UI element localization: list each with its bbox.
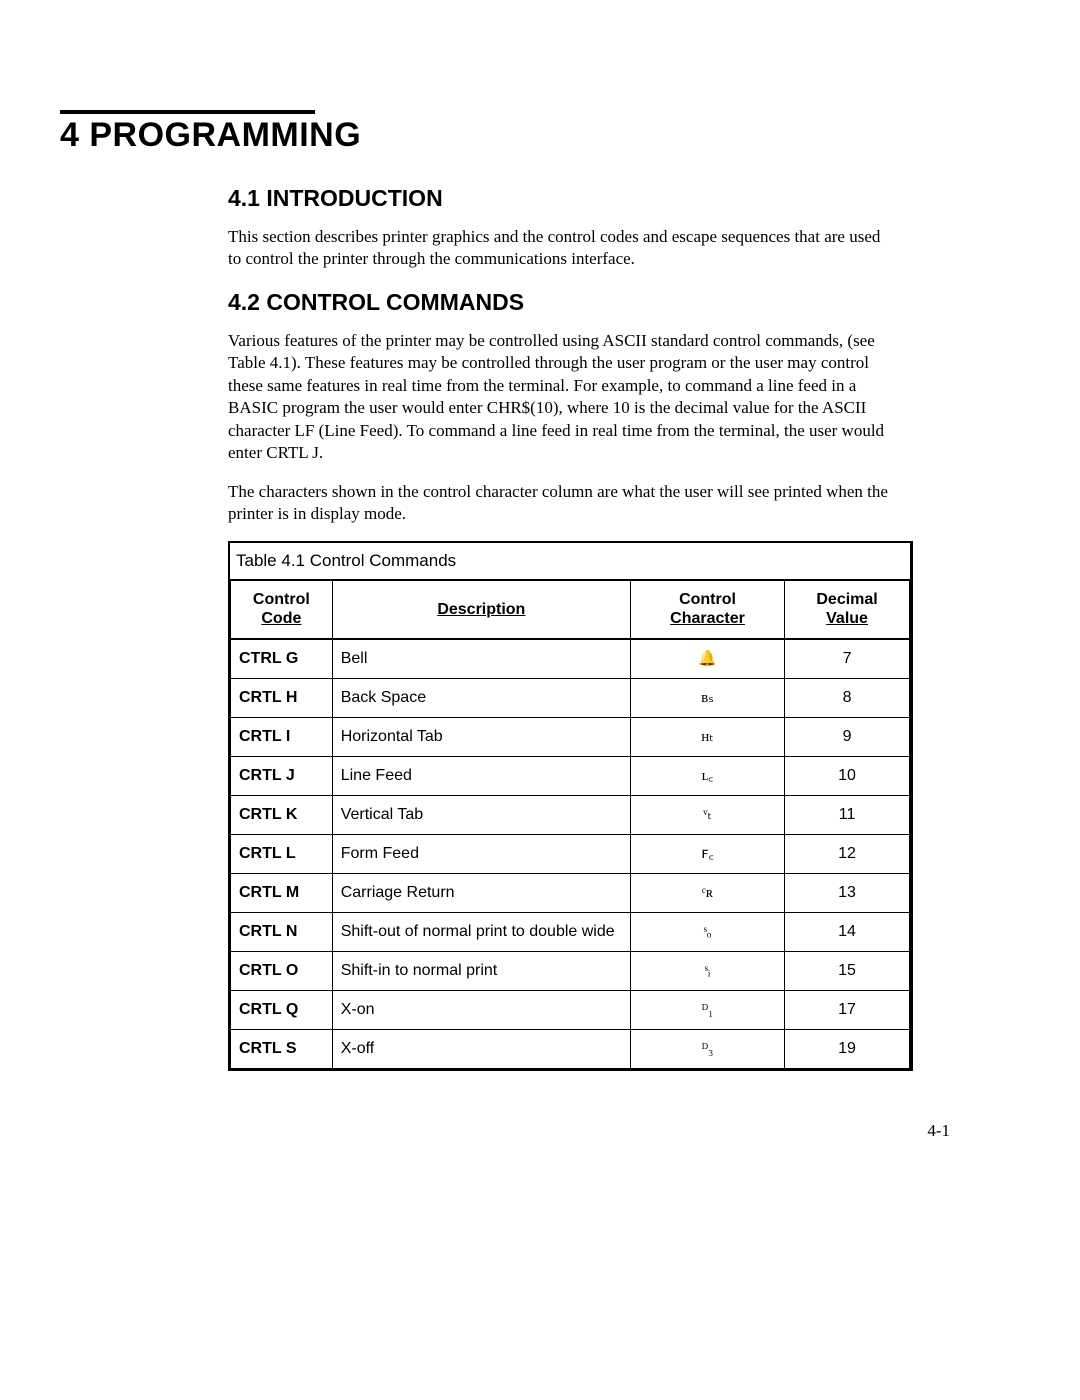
cell-decimal-value: 15 — [785, 952, 910, 991]
cell-description: X-off — [332, 1030, 630, 1069]
cell-description: Carriage Return — [332, 874, 630, 913]
control-commands-table: Control Code Description Control Charact… — [230, 579, 910, 1069]
section-heading-commands: 4.2 CONTROL COMMANDS — [228, 289, 990, 316]
intro-paragraph: This section describes printer graphics … — [228, 226, 888, 271]
th-control-code: Control Code — [231, 580, 333, 639]
cell-control-code: CRTL H — [231, 679, 333, 718]
cell-decimal-value: 12 — [785, 835, 910, 874]
cell-control-character: ᶜʀ — [630, 874, 784, 913]
chapter-rule — [60, 110, 315, 114]
cell-control-code: CRTL S — [231, 1030, 333, 1069]
cell-control-code: CRTL K — [231, 796, 333, 835]
cell-control-code: CRTL O — [231, 952, 333, 991]
table-row: CRTL IHorizontal Tabʜₜ9 — [231, 718, 910, 757]
cell-decimal-value: 8 — [785, 679, 910, 718]
cell-control-character: ʙₛ — [630, 679, 784, 718]
th-control-character: Control Character — [630, 580, 784, 639]
cell-control-character: ᴰ₁ — [630, 991, 784, 1030]
chapter-title: 4 PROGRAMMING — [60, 116, 990, 155]
cell-description: Shift-in to normal print — [332, 952, 630, 991]
table-row: CRTL HBack Spaceʙₛ8 — [231, 679, 910, 718]
cell-control-character: ᴰ₃ — [630, 1030, 784, 1069]
table-row: CRTL QX-onᴰ₁17 — [231, 991, 910, 1030]
commands-paragraph-2: The characters shown in the control char… — [228, 481, 888, 526]
cell-description: Horizontal Tab — [332, 718, 630, 757]
table-header-row: Control Code Description Control Charact… — [231, 580, 910, 639]
section-heading-intro: 4.1 INTRODUCTION — [228, 185, 990, 212]
table-row: CRTL LForm Feedꜰ꜀12 — [231, 835, 910, 874]
cell-description: X-on — [332, 991, 630, 1030]
cell-control-code: CRTL I — [231, 718, 333, 757]
cell-description: Line Feed — [332, 757, 630, 796]
table-row: CRTL KVertical Tabᵛₜ11 — [231, 796, 910, 835]
cell-description: Form Feed — [332, 835, 630, 874]
th-description: Description — [332, 580, 630, 639]
cell-description: Bell — [332, 639, 630, 679]
cell-control-code: CTRL G — [231, 639, 333, 679]
cell-decimal-value: 7 — [785, 639, 910, 679]
cell-control-character: ꜰ꜀ — [630, 835, 784, 874]
cell-control-code: CRTL J — [231, 757, 333, 796]
cell-decimal-value: 10 — [785, 757, 910, 796]
cell-decimal-value: 14 — [785, 913, 910, 952]
cell-control-code: CRTL L — [231, 835, 333, 874]
cell-control-character: ˢᵢ — [630, 952, 784, 991]
cell-control-character: ᵛₜ — [630, 796, 784, 835]
cell-decimal-value: 11 — [785, 796, 910, 835]
table-row: CRTL NShift-out of normal print to doubl… — [231, 913, 910, 952]
table-row: CRTL SX-offᴰ₃19 — [231, 1030, 910, 1069]
page: 4 PROGRAMMING 4.1 INTRODUCTION This sect… — [0, 0, 1080, 1181]
cell-decimal-value: 17 — [785, 991, 910, 1030]
cell-description: Shift-out of normal print to double wide — [332, 913, 630, 952]
cell-description: Vertical Tab — [332, 796, 630, 835]
cell-decimal-value: 9 — [785, 718, 910, 757]
content-block: 4.1 INTRODUCTION This section describes … — [228, 185, 990, 1141]
cell-decimal-value: 19 — [785, 1030, 910, 1069]
cell-control-code: CRTL N — [231, 913, 333, 952]
cell-control-character: ʟ꜀ — [630, 757, 784, 796]
table-row: CTRL GBell🔔7 — [231, 639, 910, 679]
table-row: CRTL JLine Feedʟ꜀10 — [231, 757, 910, 796]
control-commands-table-wrap: Table 4.1 Control Commands Control Code … — [228, 541, 913, 1071]
cell-control-character: ˢₒ — [630, 913, 784, 952]
cell-decimal-value: 13 — [785, 874, 910, 913]
cell-control-code: CRTL M — [231, 874, 333, 913]
table-row: CRTL MCarriage Returnᶜʀ13 — [231, 874, 910, 913]
cell-control-character: 🔔 — [630, 639, 784, 679]
table-row: CRTL OShift-in to normal printˢᵢ15 — [231, 952, 910, 991]
cell-description: Back Space — [332, 679, 630, 718]
page-number: 4-1 — [228, 1121, 990, 1141]
commands-paragraph-1: Various features of the printer may be c… — [228, 330, 888, 465]
cell-control-character: ʜₜ — [630, 718, 784, 757]
th-decimal-value: Decimal Value — [785, 580, 910, 639]
table-title: Table 4.1 Control Commands — [230, 543, 910, 579]
cell-control-code: CRTL Q — [231, 991, 333, 1030]
